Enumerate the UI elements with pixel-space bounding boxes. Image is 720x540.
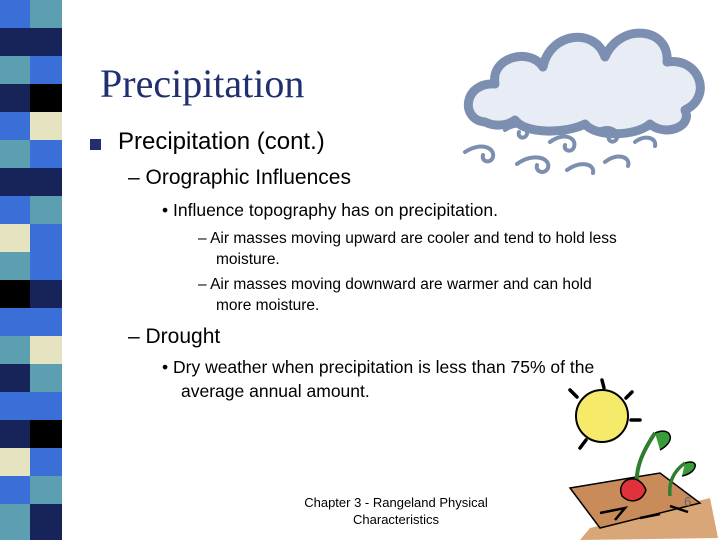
bullet-air-downward-line1: – Air masses moving downward are warmer … [198, 276, 592, 293]
bullet-dry-weather-line2: average annual amount. [181, 381, 370, 401]
rain-cloud-icon [463, 28, 705, 175]
page-number: 6 [684, 494, 692, 509]
footer-line2: Characteristics [353, 512, 439, 527]
bullet-air-upward-line2: moisture. [216, 251, 280, 268]
footer-line1: Chapter 3 - Rangeland Physical [304, 495, 488, 510]
slide-title: Precipitation [100, 61, 305, 106]
bullet-air-upward-line1: – Air masses moving upward are cooler an… [198, 230, 617, 247]
bullet-drought: – Drought [128, 325, 221, 348]
drought-sun-plant-icon [568, 378, 718, 540]
bullet-precipitation-cont: Precipitation (cont.) [118, 128, 325, 155]
left-decorative-stripe [0, 0, 62, 540]
square-bullet-icon [90, 139, 101, 150]
slide-footer: Chapter 3 - Rangeland Physical Character… [296, 494, 496, 528]
bullet-air-downward-line2: more moisture. [216, 297, 320, 314]
bullet-influence-topography: • Influence topography has on precipitat… [162, 200, 498, 220]
bullet-dry-weather-line1: • Dry weather when precipitation is less… [162, 357, 595, 377]
bullet-orographic-influences: – Orographic Influences [128, 166, 351, 189]
